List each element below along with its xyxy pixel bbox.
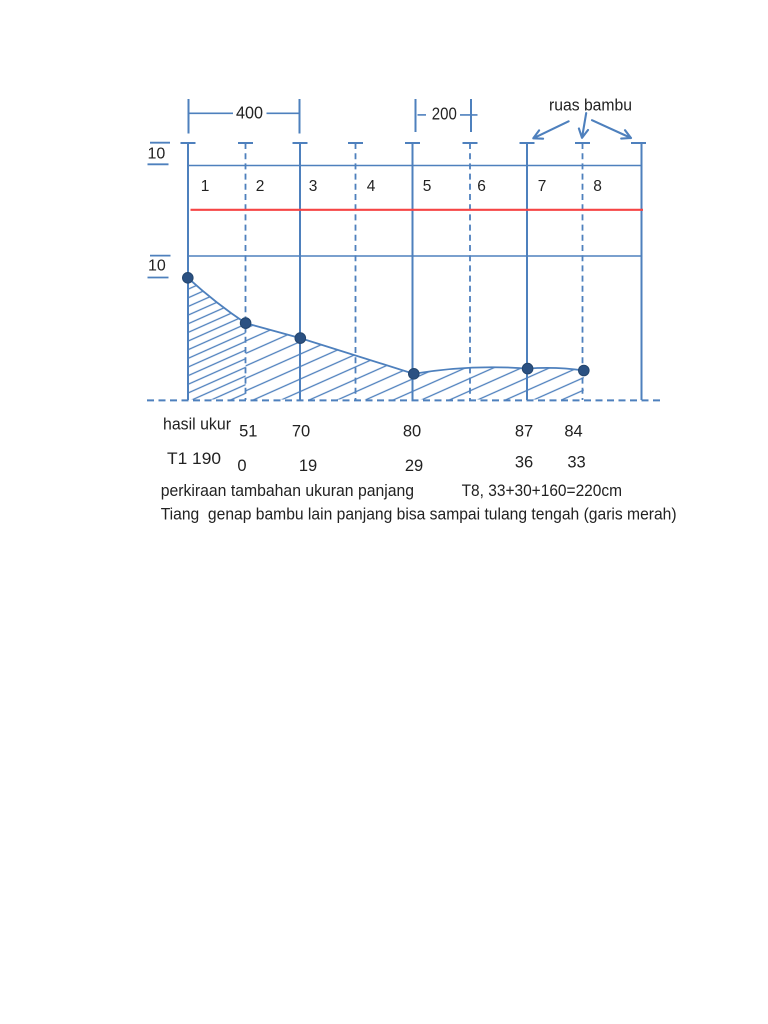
svg-text:51: 51 xyxy=(239,423,257,441)
svg-text:70: 70 xyxy=(292,423,310,441)
svg-text:36: 36 xyxy=(515,454,533,472)
svg-text:Tiang genap bambu lain panjan: Tiang genap bambu lain panjang bisa samp… xyxy=(161,506,677,524)
svg-text:8: 8 xyxy=(593,178,602,195)
svg-text:5: 5 xyxy=(423,178,432,195)
svg-text:80: 80 xyxy=(403,423,421,441)
svg-text:T1 190: T1 190 xyxy=(167,450,221,468)
svg-text:hasil ukur: hasil ukur xyxy=(163,416,231,434)
svg-text:6: 6 xyxy=(477,178,486,195)
svg-text:0: 0 xyxy=(237,457,246,475)
svg-text:ruas bambu: ruas bambu xyxy=(549,97,632,115)
svg-text:T8, 33+30+160=220cm: T8, 33+30+160=220cm xyxy=(462,482,622,500)
svg-text:2: 2 xyxy=(256,178,265,195)
svg-text:4: 4 xyxy=(367,178,376,195)
svg-text:29: 29 xyxy=(405,457,423,475)
svg-text:3: 3 xyxy=(309,178,318,195)
svg-text:perkiraan tambahan ukuran panj: perkiraan tambahan ukuran panjang xyxy=(161,482,414,500)
svg-text:10: 10 xyxy=(148,146,166,163)
svg-text:87: 87 xyxy=(515,423,533,441)
svg-text:19: 19 xyxy=(299,457,317,475)
svg-text:84: 84 xyxy=(564,423,582,441)
svg-text:200: 200 xyxy=(432,104,457,124)
svg-text:7: 7 xyxy=(538,178,547,195)
svg-text:10: 10 xyxy=(148,258,166,275)
svg-text:33: 33 xyxy=(567,454,585,472)
svg-text:1: 1 xyxy=(201,178,210,195)
svg-text:400: 400 xyxy=(236,103,263,123)
